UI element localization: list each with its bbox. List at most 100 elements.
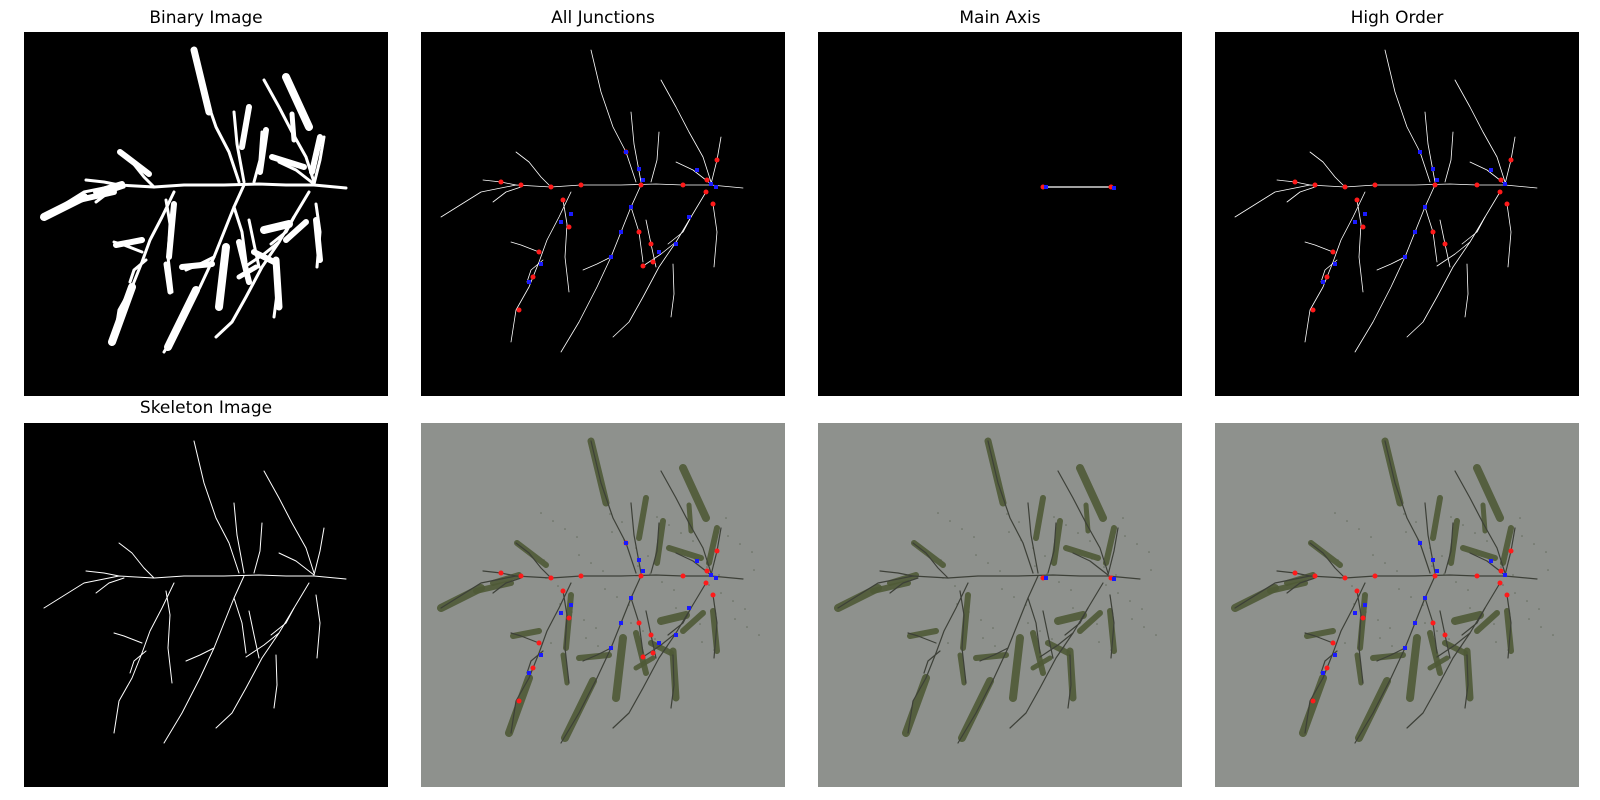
debris-speck xyxy=(1131,618,1133,620)
junction-node-red xyxy=(530,274,536,280)
junction-node-red xyxy=(560,588,566,594)
junction-node-blue xyxy=(1044,576,1048,580)
skeleton-branch xyxy=(1304,632,1334,644)
junction-node-blue xyxy=(1435,178,1439,182)
junction-node-red xyxy=(704,177,710,183)
spikelet xyxy=(1427,630,1443,676)
skeleton-branch xyxy=(313,527,325,576)
spikelet xyxy=(309,134,323,175)
junction-node-blue xyxy=(1321,280,1325,284)
junction-node-red xyxy=(1497,580,1503,586)
debris-speck xyxy=(1105,584,1107,586)
skeleton-branch xyxy=(1309,151,1346,188)
debris-speck xyxy=(973,536,975,538)
debris-speck xyxy=(540,512,542,514)
debris-speck xyxy=(744,608,746,610)
debris-speck xyxy=(1500,566,1502,568)
debris-speck xyxy=(1512,574,1514,576)
skeleton-branch xyxy=(233,502,245,574)
debris-speck xyxy=(1143,626,1145,628)
skeleton-branch xyxy=(1464,263,1469,318)
skeleton-branch xyxy=(440,574,744,609)
junction-node-blue xyxy=(539,262,543,266)
debris-speck xyxy=(758,634,760,636)
junction-node-blue xyxy=(709,182,713,186)
spikelet xyxy=(1430,495,1443,541)
junction-node-red xyxy=(703,189,709,195)
debris-speck xyxy=(576,536,578,538)
panel-main-axis xyxy=(818,32,1182,396)
skeleton-branch xyxy=(837,574,1141,609)
skeleton-branch xyxy=(129,650,147,674)
debris-speck xyxy=(1514,592,1516,594)
panel-title-skeleton: Skeleton Image xyxy=(139,398,273,418)
skeleton-image-canvas xyxy=(24,423,388,787)
panel-background xyxy=(818,32,1182,396)
junction-node-red xyxy=(1324,274,1330,280)
junction-node-red xyxy=(703,580,709,586)
debris-speck xyxy=(1129,600,1131,602)
debris-speck xyxy=(1344,642,1346,644)
debris-speck xyxy=(992,627,994,629)
junction-node-red xyxy=(1497,189,1503,195)
junction-node-red xyxy=(1430,620,1436,626)
junction-node-red xyxy=(1442,241,1448,247)
debris-speck xyxy=(595,627,597,629)
skeleton-branch xyxy=(650,131,660,183)
junction-node-blue xyxy=(539,653,543,657)
spikelet xyxy=(1354,652,1364,686)
spikelet xyxy=(190,46,213,116)
spikelet xyxy=(710,608,720,654)
debris-speck xyxy=(947,642,949,644)
junction-node-blue xyxy=(687,215,691,219)
debris-speck xyxy=(1474,532,1476,534)
skeleton-branch xyxy=(273,654,278,709)
junction-node-red xyxy=(566,615,572,621)
spikelet xyxy=(560,652,570,686)
skeleton-branch xyxy=(1027,597,1041,654)
debris-speck xyxy=(1436,630,1438,632)
skeleton-branch xyxy=(923,650,941,674)
debris-speck xyxy=(720,592,722,594)
all-junctions-overlay-canvas xyxy=(421,423,785,787)
debris-speck xyxy=(1547,569,1549,571)
spikelet xyxy=(239,104,252,150)
skeleton-branch xyxy=(582,256,612,271)
junction-node-red xyxy=(1504,201,1510,207)
debris-speck xyxy=(753,569,755,571)
debris-speck xyxy=(1058,581,1060,583)
spikelet xyxy=(108,283,136,346)
panel-title-all-junctions: All Junctions xyxy=(551,8,655,28)
skeleton-branch xyxy=(667,607,692,636)
junction-node-blue xyxy=(1418,150,1422,154)
debris-speck xyxy=(692,540,694,542)
debris-speck xyxy=(708,584,710,586)
spikelet xyxy=(76,189,117,203)
spikelet xyxy=(1030,655,1053,671)
junction-node-red xyxy=(1310,698,1316,704)
junction-node-blue xyxy=(641,569,645,573)
debris-speck xyxy=(1051,638,1053,640)
junction-node-blue xyxy=(1503,573,1507,577)
junction-node-red xyxy=(1292,179,1298,185)
debris-speck xyxy=(661,581,663,583)
skeleton-branch xyxy=(510,632,540,644)
skeleton-branch xyxy=(1304,241,1334,253)
high-order-overlay-canvas xyxy=(1215,423,1579,787)
junction-node-red xyxy=(498,570,504,576)
panel-high-order xyxy=(1215,32,1579,396)
spikelet xyxy=(648,640,674,656)
skeleton-branch xyxy=(562,199,570,293)
spikelet xyxy=(680,610,706,634)
junction-node-red xyxy=(1498,177,1504,183)
junction-node-red xyxy=(640,263,646,269)
debris-speck xyxy=(1006,513,1008,515)
junction-node-blue xyxy=(657,250,661,254)
skeleton-branch xyxy=(1461,607,1486,636)
debris-speck xyxy=(602,570,604,572)
debris-speck xyxy=(1450,516,1452,518)
junction-node-red xyxy=(1360,615,1366,621)
skeleton-branch xyxy=(232,205,248,264)
junction-node-red xyxy=(638,182,644,188)
skeleton-branch xyxy=(245,632,280,658)
